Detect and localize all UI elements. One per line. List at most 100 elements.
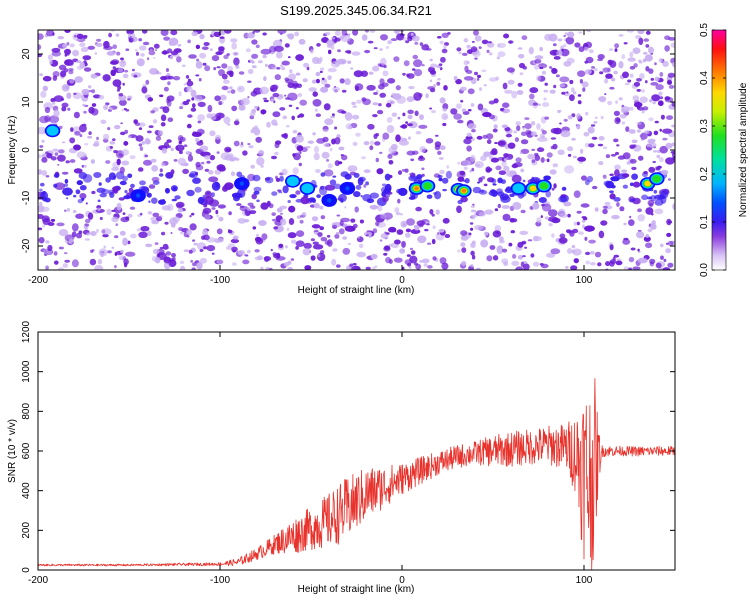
noise-blob xyxy=(508,40,514,44)
noise-blob xyxy=(151,197,158,204)
noise-blob xyxy=(147,211,153,215)
noise-blob xyxy=(196,262,203,270)
noise-blob xyxy=(190,89,197,98)
noise-blob xyxy=(182,168,190,174)
noise-blob xyxy=(166,73,171,76)
noise-blob xyxy=(410,229,421,234)
noise-blob xyxy=(524,117,530,120)
noise-blob xyxy=(191,31,199,37)
noise-blob xyxy=(566,91,569,94)
noise-blob xyxy=(525,129,532,135)
noise-blob xyxy=(340,171,349,178)
noise-blob xyxy=(227,123,231,126)
noise-blob xyxy=(100,252,104,257)
noise-blob xyxy=(573,258,579,264)
noise-blob xyxy=(552,163,559,168)
noise-blob xyxy=(251,65,257,69)
noise-blob xyxy=(610,77,616,82)
noise-blob xyxy=(560,45,564,50)
noise-blob xyxy=(276,252,281,259)
noise-blob xyxy=(299,99,308,106)
noise-blob xyxy=(247,80,252,83)
noise-blob xyxy=(492,230,502,238)
noise-blob xyxy=(664,96,671,101)
noise-blob xyxy=(146,230,152,236)
noise-blob xyxy=(51,47,61,53)
noise-blob xyxy=(476,78,480,81)
noise-blob xyxy=(344,112,353,121)
noise-blob xyxy=(332,175,337,178)
noise-blob xyxy=(336,264,341,268)
noise-blob xyxy=(633,181,641,188)
noise-blob xyxy=(218,101,222,106)
noise-blob xyxy=(166,68,169,72)
noise-blob xyxy=(240,141,244,146)
noise-blob xyxy=(230,171,236,176)
noise-blob xyxy=(460,230,468,236)
noise-blob xyxy=(352,114,360,120)
noise-blob xyxy=(486,42,495,48)
noise-blob xyxy=(251,53,259,59)
noise-blob xyxy=(478,189,488,195)
noise-blob xyxy=(399,140,409,146)
noise-blob xyxy=(409,255,418,264)
noise-blob xyxy=(383,64,387,69)
noise-blob xyxy=(539,46,543,52)
noise-blob xyxy=(485,166,492,173)
noise-blob xyxy=(349,171,357,176)
noise-blob xyxy=(88,131,92,136)
noise-blob xyxy=(344,225,356,232)
noise-blob xyxy=(503,165,510,172)
noise-blob xyxy=(251,39,258,45)
noise-blob xyxy=(138,231,148,238)
noise-blob xyxy=(171,198,177,202)
noise-blob xyxy=(272,92,280,98)
noise-blob xyxy=(385,232,390,235)
noise-blob xyxy=(80,46,89,53)
noise-blob xyxy=(511,163,518,169)
noise-blob xyxy=(407,109,414,114)
noise-blob xyxy=(406,96,415,103)
noise-blob xyxy=(334,160,340,167)
noise-blob xyxy=(402,72,406,76)
noise-blob xyxy=(387,78,396,84)
noise-blob xyxy=(57,149,65,154)
noise-blob xyxy=(253,30,261,33)
noise-blob xyxy=(434,191,442,200)
noise-blob xyxy=(143,159,152,166)
noise-blob xyxy=(278,94,283,98)
noise-blob xyxy=(296,83,303,89)
noise-blob xyxy=(53,95,64,102)
noise-blob xyxy=(337,49,341,53)
noise-blob xyxy=(150,110,156,114)
noise-blob xyxy=(71,259,79,268)
noise-blob xyxy=(363,184,367,188)
noise-blob xyxy=(112,44,117,49)
noise-blob xyxy=(191,97,195,101)
noise-blob xyxy=(97,258,103,265)
noise-blob xyxy=(209,154,216,161)
noise-blob xyxy=(645,207,654,215)
noise-blob xyxy=(586,175,594,183)
noise-blob xyxy=(334,137,341,145)
noise-blob xyxy=(627,30,634,33)
noise-blob xyxy=(534,152,539,157)
noise-blob xyxy=(203,42,210,46)
noise-blob xyxy=(613,70,618,75)
noise-blob xyxy=(660,169,669,175)
noise-blob xyxy=(507,79,515,85)
noise-blob xyxy=(470,227,474,231)
noise-blob xyxy=(576,221,580,226)
noise-blob xyxy=(100,119,107,125)
noise-blob xyxy=(641,109,645,114)
noise-blob xyxy=(515,121,521,126)
noise-blob xyxy=(156,216,163,222)
noise-blob xyxy=(458,52,463,54)
noise-blob xyxy=(652,139,656,142)
noise-blob xyxy=(167,145,171,149)
noise-blob xyxy=(548,33,558,42)
noise-blob xyxy=(292,153,296,157)
noise-blob xyxy=(81,164,85,168)
noise-blob xyxy=(79,42,86,47)
noise-blob xyxy=(297,115,300,118)
